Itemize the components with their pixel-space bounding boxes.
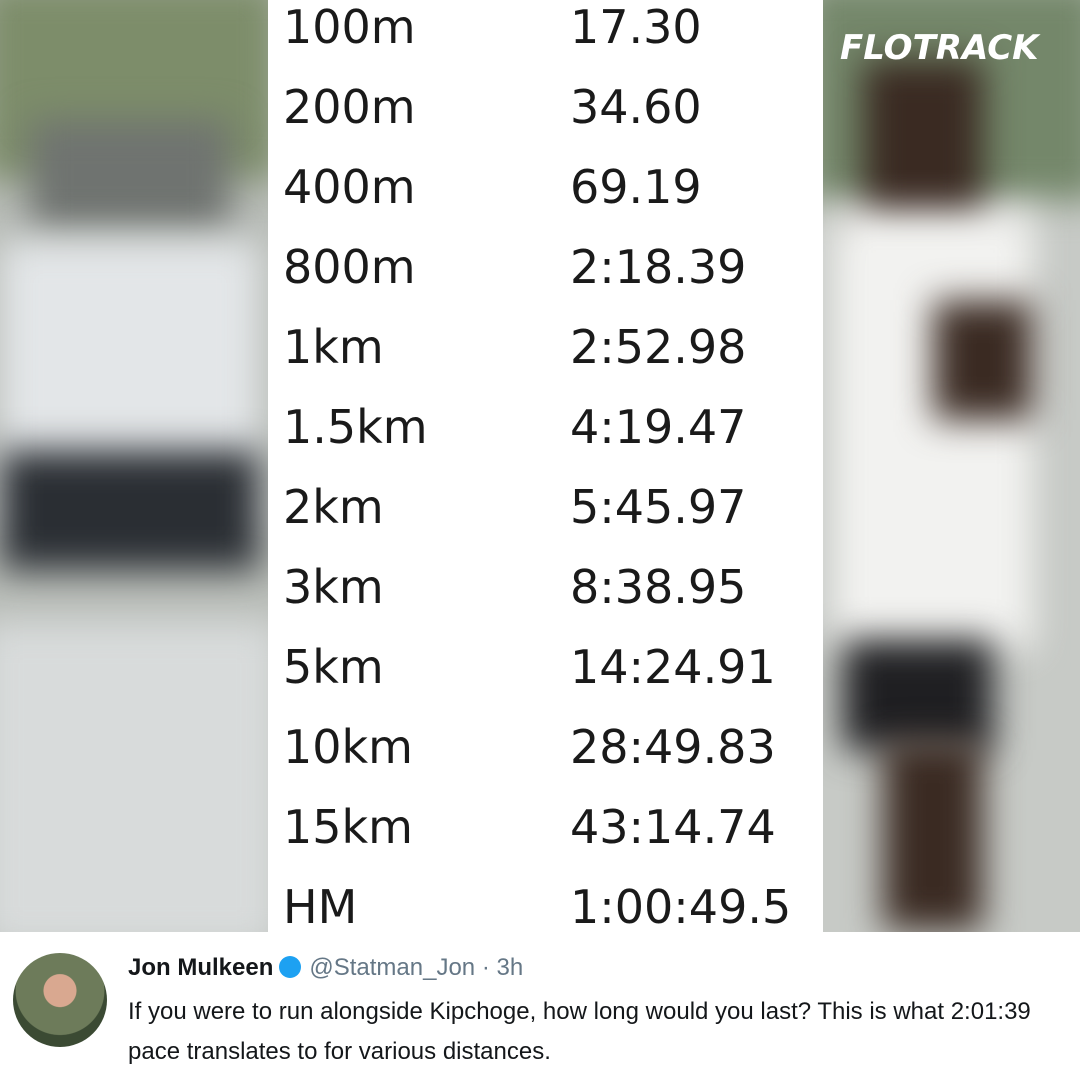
pace-table: 100m 17.30 200m 34.60 400m 69.19 800m 2:18.39 1k… (268, 0, 823, 934)
author-handle[interactable]: @Statman_Jon · 3h (309, 954, 524, 981)
blur (843, 640, 993, 750)
distance: 10km (283, 720, 413, 774)
blur (933, 300, 1033, 420)
blur (833, 210, 1033, 650)
distance: 100m (283, 0, 416, 54)
table-row: 10km 28:49.83 (268, 720, 823, 800)
time: 2:18.39 (570, 240, 747, 294)
background-left (0, 0, 268, 932)
distance: 800m (283, 240, 416, 294)
table-row: 3km 8:38.95 (268, 560, 823, 640)
time: 17.30 (570, 0, 702, 54)
table-row: 800m 2:18.39 (268, 240, 823, 320)
avatar[interactable] (13, 953, 107, 1047)
author-name[interactable]: Jon Mulkeen (128, 954, 274, 981)
tweet: Jon Mulkeen @Statman_Jon · 3h If you wer… (0, 932, 1080, 1080)
distance: 2km (283, 480, 384, 534)
table-row: 15km 43:14.74 (268, 800, 823, 880)
blur (30, 120, 230, 230)
background-right (823, 0, 1080, 932)
distance: HM (283, 880, 358, 934)
table-row: HM 1:00:49.5 (268, 880, 823, 960)
time: 28:49.83 (570, 720, 776, 774)
tweet-text: If you were to run alongside Kipchoge, h… (128, 998, 1031, 1065)
time: 69.19 (570, 160, 702, 214)
table-row: 5km 14:24.91 (268, 640, 823, 720)
time: 43:14.74 (570, 800, 776, 854)
time: 14:24.91 (570, 640, 776, 694)
distance: 400m (283, 160, 416, 214)
table-row: 100m 17.30 (268, 0, 823, 80)
time: 5:45.97 (570, 480, 747, 534)
blur (0, 620, 268, 932)
blur (0, 450, 260, 570)
time: 1:00:49.5 (570, 880, 792, 934)
blur (883, 740, 983, 930)
table-row: 1.5km 4:19.47 (268, 400, 823, 480)
verified-badge (279, 956, 302, 978)
distance: 15km (283, 800, 413, 854)
distance: 200m (283, 80, 416, 134)
table-row: 1km 2:52.98 (268, 320, 823, 400)
distance: 3km (283, 560, 384, 614)
time: 4:19.47 (570, 400, 747, 454)
distance: 5km (283, 640, 384, 694)
table-row: 200m 34.60 (268, 80, 823, 160)
distance: 1km (283, 320, 384, 374)
time: 2:52.98 (570, 320, 747, 374)
table-row: 2km 5:45.97 (268, 480, 823, 560)
time: 34.60 (570, 80, 702, 134)
table-row: 400m 69.19 (268, 160, 823, 240)
time: 8:38.95 (570, 560, 747, 614)
distance: 1.5km (283, 400, 428, 454)
logo: FLOTRACK (840, 28, 1039, 68)
